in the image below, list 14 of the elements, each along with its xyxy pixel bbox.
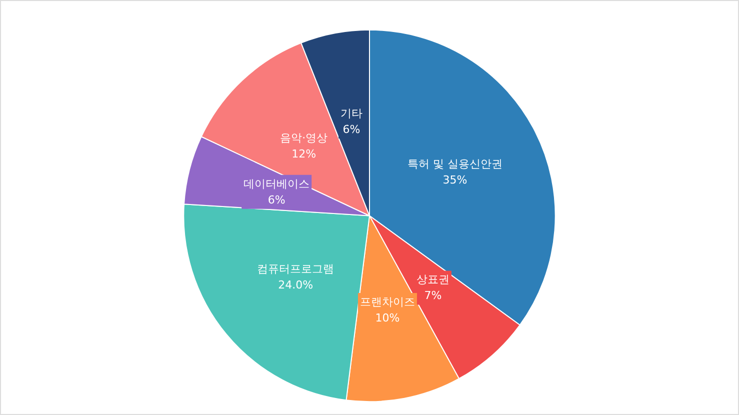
slice-label: 데이터베이스 bbox=[244, 177, 310, 190]
data-label: 6% bbox=[268, 193, 286, 206]
slice-label: 음악·영상 bbox=[280, 131, 328, 144]
slice-label: 프랜차이즈 bbox=[360, 295, 415, 308]
data-label: 6% bbox=[342, 123, 360, 136]
slice-label: 기타 bbox=[340, 107, 363, 120]
slice-label: 특허 및 실용신안권 bbox=[407, 158, 502, 171]
slice-label: 컴퓨터프로그램 bbox=[257, 262, 334, 276]
data-label: 10% bbox=[375, 311, 400, 324]
data-label: 24.0% bbox=[278, 278, 314, 292]
data-label: 12% bbox=[292, 147, 316, 160]
slice-label: 상표권 bbox=[416, 273, 450, 286]
data-label: 7% bbox=[424, 289, 442, 302]
data-label: 35% bbox=[442, 174, 468, 187]
